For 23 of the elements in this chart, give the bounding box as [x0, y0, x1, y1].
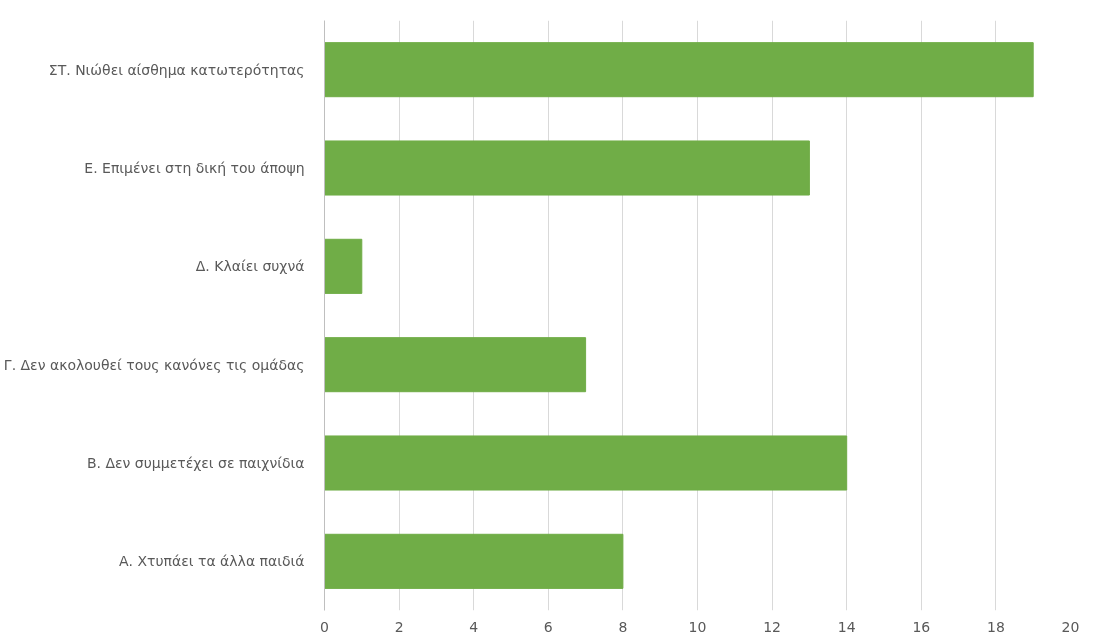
x-tick-label: 0	[320, 618, 329, 635]
x-tick-label: 20	[1061, 618, 1080, 635]
bar	[324, 533, 624, 589]
y-tick-label: Δ. Κλαίει συχνά	[195, 258, 305, 275]
y-tick-label: Ε. Επιμένει στη δική του άποψη	[84, 160, 305, 176]
x-tick-label: 14	[837, 618, 856, 635]
bar	[324, 42, 1034, 98]
x-tick-label: 2	[394, 618, 404, 635]
y-tick-label: Α. Χτυπάει τα άλλα παιδιά	[118, 553, 305, 570]
bar	[324, 435, 848, 491]
x-tick-label: 10	[688, 618, 707, 635]
x-tick-label: 12	[763, 618, 782, 635]
x-tick-label: 18	[986, 618, 1005, 635]
x-tick-label: 6	[543, 618, 553, 635]
x-tick-label: 16	[912, 618, 931, 635]
y-tick-label: Γ. Δεν ακολουθεί τους κανόνες τις ομάδας	[3, 356, 305, 373]
y-tick-label: ΣΤ. Νιώθει αίσθημα κατωτερότητας	[48, 61, 305, 78]
x-tick-label: 4	[469, 618, 479, 635]
y-tick-label: Β. Δεν συμμετέχει σε παιχνίδια	[86, 455, 305, 471]
bar	[324, 140, 810, 196]
bar	[324, 337, 587, 393]
bar	[324, 238, 363, 294]
x-tick-label: 8	[618, 618, 628, 635]
